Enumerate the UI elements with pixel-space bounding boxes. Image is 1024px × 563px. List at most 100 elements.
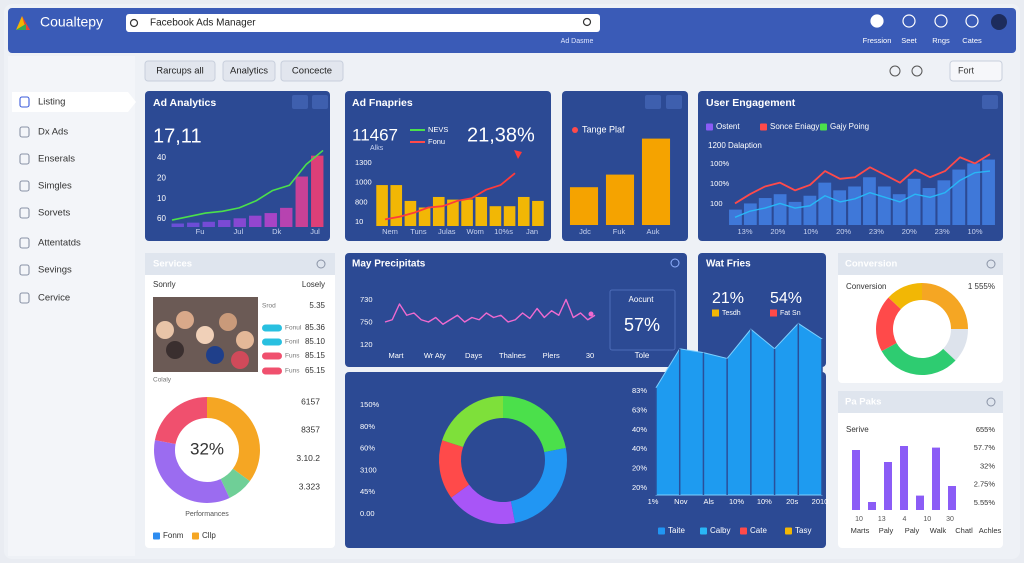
card-subtitle: 1200 Dalaption xyxy=(708,141,762,150)
x-label: 10% xyxy=(729,497,744,506)
y-label: 750 xyxy=(360,317,373,326)
toolbar-icon[interactable] xyxy=(911,65,923,77)
header-icon[interactable] xyxy=(965,14,979,28)
active-item xyxy=(12,92,136,112)
y-label: 60% xyxy=(360,444,375,453)
legend-label: Taite xyxy=(668,526,685,535)
bar xyxy=(863,177,876,225)
toolbar-label: Rarcups all xyxy=(156,66,204,77)
x-label: Julas xyxy=(438,227,456,236)
avatar[interactable] xyxy=(991,14,1007,30)
toolbar-menu[interactable] xyxy=(949,60,1003,82)
x-label: 10%s xyxy=(494,227,513,236)
x-label: 23% xyxy=(869,227,884,236)
card-title: Services xyxy=(153,259,192,270)
y-label: 40% xyxy=(632,444,647,453)
donut-segment xyxy=(943,329,968,361)
y-label: 63% xyxy=(632,405,647,414)
sidebar-item[interactable]: Listing xyxy=(38,97,65,108)
search-box[interactable] xyxy=(126,14,600,32)
x-label: Auk xyxy=(647,227,660,236)
donut-segment xyxy=(875,297,901,352)
row-pill xyxy=(262,367,282,375)
sidebar-item[interactable]: Sevings xyxy=(38,265,72,276)
x-label: 20% xyxy=(770,227,785,236)
line-end xyxy=(588,311,594,317)
row-value: 85.10 xyxy=(305,337,326,346)
header-action: Fression xyxy=(863,36,892,45)
x-label: 13% xyxy=(737,227,752,236)
bar xyxy=(280,207,293,227)
side-label: 8357 xyxy=(301,425,320,435)
header-action: Cates xyxy=(962,36,982,45)
row-pill xyxy=(262,324,282,332)
y-label: 10 xyxy=(157,194,166,203)
row-label: Funs xyxy=(285,368,300,375)
x-label: 10% xyxy=(757,497,772,506)
row-value: 85.15 xyxy=(305,351,326,360)
sidebar-item[interactable]: Enserals xyxy=(38,154,75,165)
bar xyxy=(569,187,599,225)
card-label: Serive xyxy=(846,425,869,434)
x-label: Marts xyxy=(851,526,870,535)
sidebar-item[interactable]: Sorvets xyxy=(38,208,70,219)
toolbar-button[interactable] xyxy=(222,60,276,82)
x-number: 13 xyxy=(878,516,886,523)
card-button[interactable] xyxy=(982,95,998,109)
bar xyxy=(447,199,459,226)
legend-label: Fonu xyxy=(428,137,445,146)
card-button[interactable] xyxy=(292,95,308,109)
card-button[interactable] xyxy=(312,95,328,109)
sidebar-item[interactable]: Attentatds xyxy=(38,238,81,249)
header-icon[interactable] xyxy=(870,14,884,28)
bar xyxy=(884,462,892,510)
x-label: Dk xyxy=(272,227,281,236)
row-label: Srod xyxy=(262,303,276,310)
sidebar-icon xyxy=(19,96,30,108)
card xyxy=(145,91,330,241)
bar xyxy=(937,180,951,225)
sidebar-item[interactable]: Dx Ads xyxy=(38,127,68,138)
toolbar-button[interactable] xyxy=(144,60,216,82)
y-label: 83% xyxy=(632,386,647,395)
bar xyxy=(803,195,817,225)
header-icon[interactable] xyxy=(902,14,916,28)
y-label: 100% xyxy=(710,159,730,168)
header-icon[interactable] xyxy=(934,14,948,28)
legend-label: Calby xyxy=(710,526,730,535)
toolbar-label: Analytics xyxy=(230,66,268,77)
legend-swatch xyxy=(712,309,719,317)
photo-figure xyxy=(156,321,174,339)
bar xyxy=(788,201,802,225)
photo-figure xyxy=(231,351,249,369)
bar xyxy=(233,218,246,227)
x-label: Tuns xyxy=(410,227,427,236)
y-label: 40 xyxy=(157,153,166,162)
donut-segment xyxy=(888,283,922,310)
card-button[interactable] xyxy=(645,95,661,109)
legend-label: Tasy xyxy=(795,526,811,535)
card xyxy=(838,391,1003,548)
line xyxy=(171,149,324,221)
sidebar-item[interactable]: Simgles xyxy=(38,181,72,192)
bar xyxy=(202,221,215,227)
x-label: Nem xyxy=(382,227,398,236)
kpi: 21% xyxy=(712,290,744,307)
sidebar-item[interactable]: Cervice xyxy=(38,293,70,304)
donut-segment xyxy=(510,448,567,523)
card-header xyxy=(838,391,1003,413)
bar xyxy=(532,200,544,226)
kpi-sub: Alks xyxy=(370,145,384,152)
bar xyxy=(390,185,403,226)
x-label: Walk xyxy=(930,526,947,535)
card-button[interactable] xyxy=(666,95,682,109)
bar xyxy=(982,159,995,225)
toolbar-button[interactable] xyxy=(280,60,344,82)
legend-swatch xyxy=(820,123,827,131)
header-subtitle: Ad Dasme xyxy=(561,38,594,45)
x-label: Wr Aty xyxy=(424,351,446,360)
x-label: Jan xyxy=(526,227,538,236)
card-title: Ad Analytics xyxy=(153,97,216,109)
x-label: 20s xyxy=(786,497,798,506)
toolbar-icon[interactable] xyxy=(889,65,901,77)
